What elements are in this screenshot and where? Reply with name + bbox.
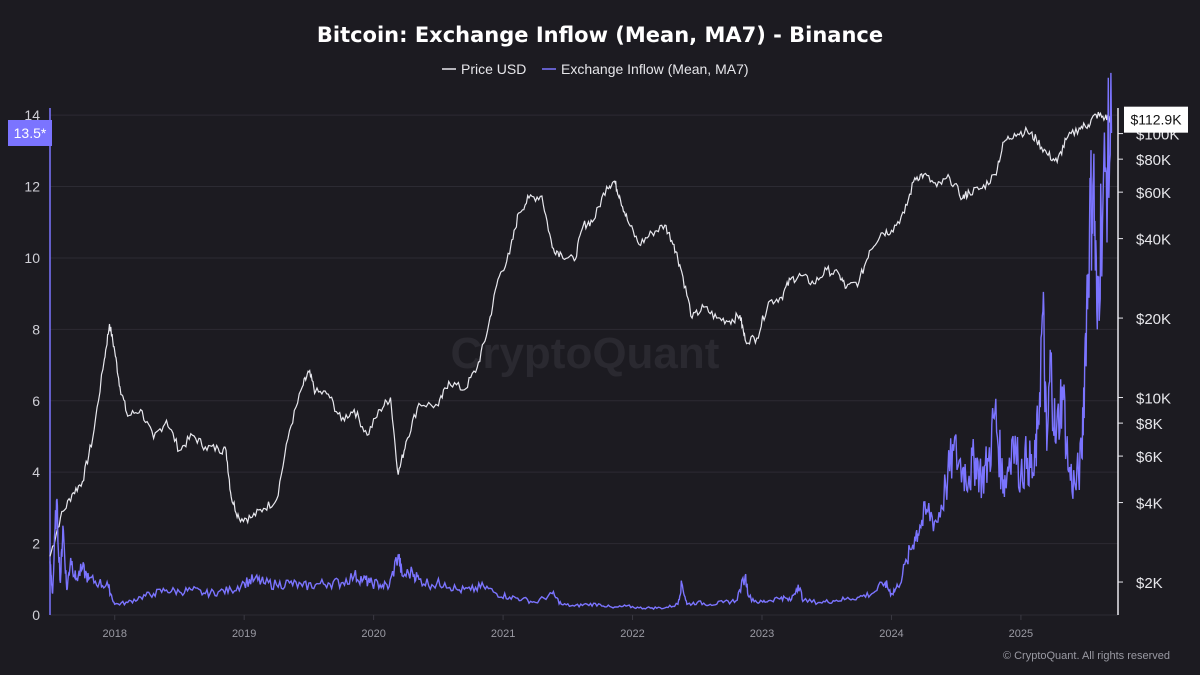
current-inflow-value: 13.5* (14, 125, 47, 141)
current-price-badge: $112.9K (1124, 106, 1188, 133)
chart-title: Bitcoin: Exchange Inflow (Mean, MA7) - B… (317, 23, 883, 47)
legend-price-label[interactable]: Price USD (461, 61, 526, 77)
right-tick-label: $10K (1136, 391, 1171, 408)
x-tick-label: 2022 (620, 628, 644, 640)
left-tick-label: 8 (32, 321, 40, 337)
x-tick-label: 2018 (102, 628, 126, 640)
right-tick-label: $6K (1136, 449, 1163, 466)
x-tick-label: 2019 (232, 628, 256, 640)
price-series-line (49, 111, 1113, 557)
right-tick-label: $4K (1136, 496, 1163, 513)
right-tick-label: $20K (1136, 311, 1171, 328)
right-tick-label: $8K (1136, 416, 1163, 433)
legend: Price USD Exchange Inflow (Mean, MA7) (442, 61, 749, 77)
x-tick-label: 2024 (879, 628, 903, 640)
grid (50, 114, 1118, 616)
x-tick-label: 2021 (491, 628, 515, 640)
left-tick-label: 6 (32, 393, 40, 409)
legend-inflow-label[interactable]: Exchange Inflow (Mean, MA7) (561, 61, 749, 77)
x-tick-label: 2020 (361, 628, 385, 640)
left-axis-ticks: 0 2 4 6 8 10 12 14 (24, 107, 40, 623)
inflow-series-line (49, 72, 1113, 611)
x-tick-label: 2023 (750, 628, 774, 640)
current-price-value: $112.9K (1130, 112, 1182, 128)
current-inflow-badge: 13.5* (8, 119, 52, 146)
x-tick-label: 2025 (1009, 628, 1033, 640)
watermark: CryptoQuant (451, 329, 720, 378)
current-inflow-badge-bg (8, 119, 52, 146)
left-tick-label: 14 (24, 107, 40, 123)
left-tick-label: 4 (32, 464, 40, 480)
left-tick-label: 0 (32, 607, 40, 623)
x-axis-ticks: 2018 2019 2020 2021 2022 2023 2024 2025 (102, 615, 1033, 640)
copyright-notice: © CryptoQuant. All rights reserved (1003, 650, 1170, 662)
left-tick-label: 2 (32, 536, 40, 552)
current-price-badge-bg (1124, 106, 1188, 133)
right-tick-label: $80K (1136, 152, 1171, 169)
left-tick-label: 12 (24, 179, 40, 195)
left-tick-label: 10 (24, 250, 40, 266)
right-tick-label: $2K (1136, 575, 1163, 592)
right-tick-label: $40K (1136, 232, 1171, 249)
right-axis-ticks: $2K$4K$6K$8K$10K$20K$40K$60K$80K$100K (1118, 127, 1179, 592)
right-tick-label: $60K (1136, 185, 1171, 202)
